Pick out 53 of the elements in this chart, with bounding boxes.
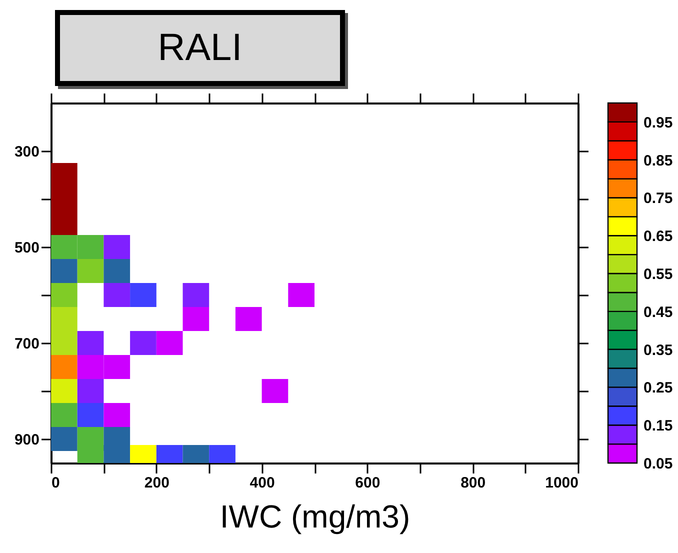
x-tick-label: 600: [355, 474, 380, 492]
point: [51, 306, 78, 332]
color-bar-label: 0.95: [644, 114, 673, 132]
point: [51, 210, 78, 236]
color-bar-label: 0.75: [644, 190, 673, 208]
point: [156, 330, 183, 356]
color-bar-label: 0.55: [644, 266, 673, 284]
point: [51, 282, 78, 308]
color-bar-label: 0.85: [644, 152, 673, 170]
point: [51, 378, 78, 404]
color-bar-label: 0.25: [644, 380, 673, 397]
y-tick-label: 900: [14, 432, 40, 448]
x-tick-label: 0: [52, 474, 60, 492]
color-bar-label: 0.65: [644, 228, 673, 246]
point: [130, 282, 156, 308]
point: [77, 258, 104, 284]
x-tick-label: 800: [460, 474, 486, 492]
point: [77, 330, 104, 356]
color-bar-label: 0.45: [644, 304, 673, 321]
point: [104, 282, 130, 308]
point: [104, 402, 130, 428]
point: [51, 258, 78, 284]
point: [77, 378, 104, 404]
point: [104, 258, 130, 284]
x-axis-title: IWC (mg/m3): [220, 498, 410, 534]
point: [77, 354, 104, 380]
point: [182, 282, 210, 308]
color-bar-label: 0.35: [644, 342, 673, 359]
x-tick-label: 400: [250, 474, 275, 492]
point: [51, 186, 78, 212]
x-tick-label: 1000: [545, 474, 578, 492]
color-bar-label: 0.05: [644, 456, 673, 472]
point: [51, 354, 78, 380]
point: [262, 378, 288, 404]
y-tick-label: 500: [14, 240, 40, 256]
point: [235, 306, 262, 332]
x-tick-label: 200: [144, 474, 170, 492]
point: [130, 330, 156, 356]
point: [51, 426, 78, 452]
point: [182, 306, 210, 332]
y-tick-label: 300: [14, 144, 40, 160]
point: [51, 402, 78, 428]
point: [104, 234, 130, 260]
y-tick-label: 700: [14, 336, 40, 352]
chart-title: RALI: [55, 10, 345, 86]
point: [51, 234, 78, 260]
point: [51, 330, 78, 356]
point: [51, 162, 78, 188]
color-bar-label: 0.15: [644, 418, 673, 435]
point: [77, 234, 104, 260]
point: [77, 402, 104, 428]
point: [104, 354, 130, 380]
point: [288, 282, 314, 308]
